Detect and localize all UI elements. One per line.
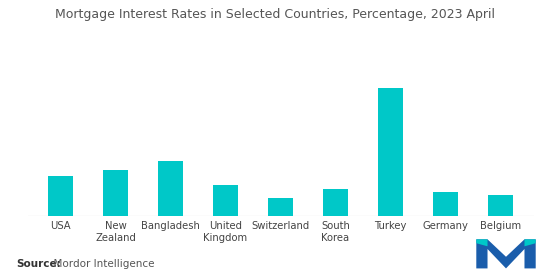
Bar [158,161,183,216]
Text: Mordor Intelligence: Mordor Intelligence [47,259,154,269]
Polygon shape [476,239,487,246]
Bar [48,176,73,216]
Bar [488,195,513,216]
Text: Source:: Source: [16,259,61,269]
Polygon shape [525,239,536,246]
Bar [323,189,348,216]
Bar [378,88,403,216]
Polygon shape [476,239,536,268]
Bar [213,186,238,216]
Text: Mortgage Interest Rates in Selected Countries, Percentage, 2023 April: Mortgage Interest Rates in Selected Coun… [55,8,495,21]
Bar [103,170,128,216]
Bar [268,198,293,216]
Bar [433,192,458,216]
